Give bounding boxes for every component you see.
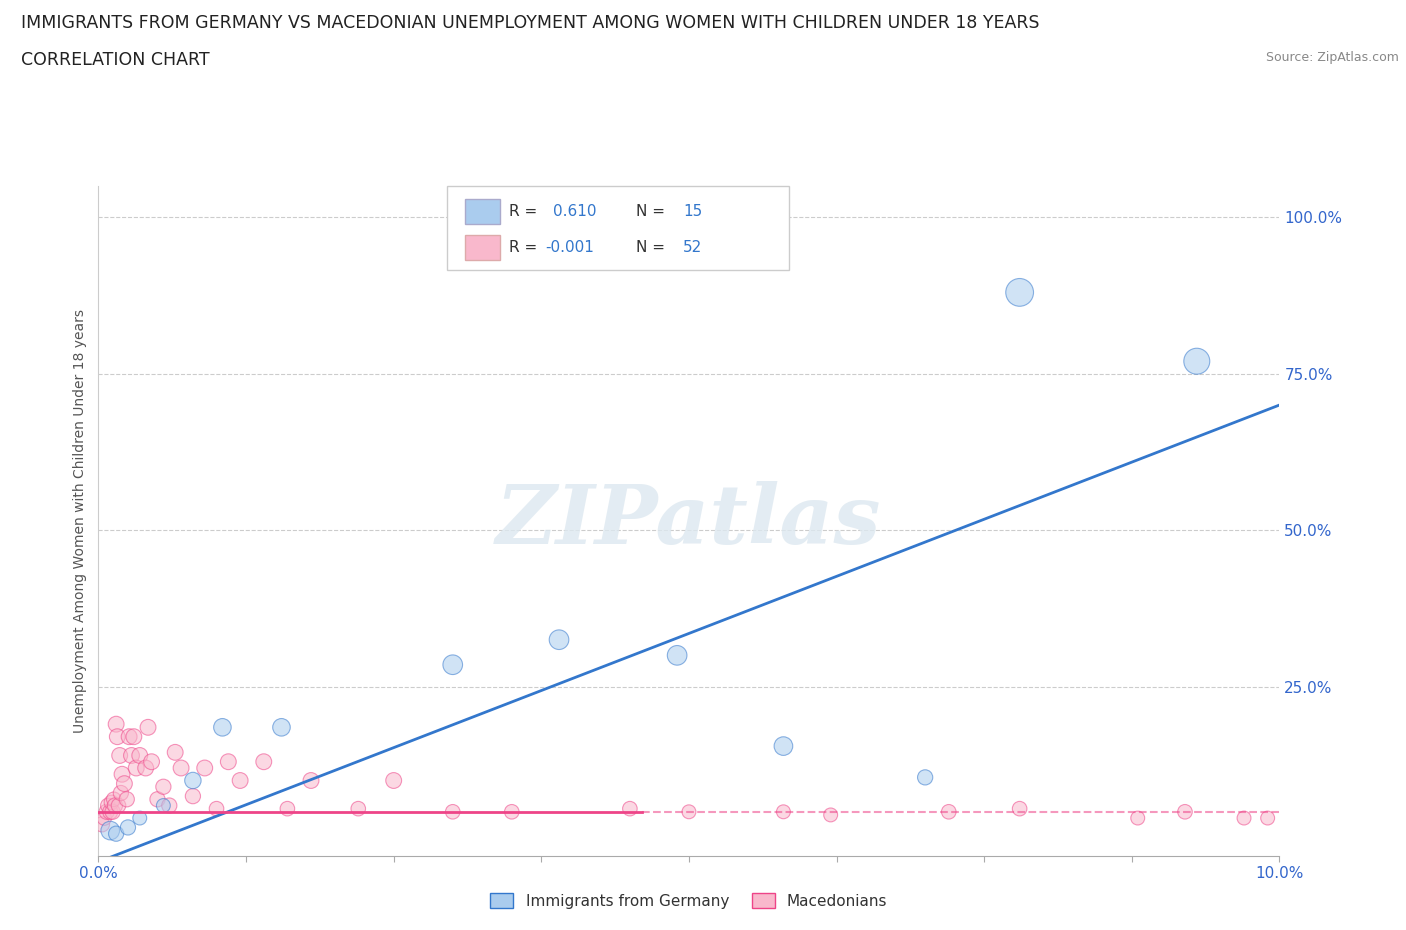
Text: 15: 15 [683,204,702,219]
Point [253,754,276,769]
Point [229,773,252,788]
Point [122,729,145,744]
Point [772,804,794,819]
Text: R =: R = [509,240,543,255]
Point [1008,802,1031,817]
Point [117,820,139,835]
Point [97,798,120,813]
Text: 52: 52 [683,240,702,255]
Point [170,761,193,776]
Point [1185,353,1208,368]
Point [141,754,163,769]
Text: N =: N = [636,240,669,255]
Point [93,811,115,826]
Point [276,802,298,817]
Point [121,748,143,763]
Point [1233,811,1256,826]
Point [441,804,464,819]
Point [347,802,370,817]
Text: 0.610: 0.610 [553,204,596,219]
Text: R =: R = [509,204,543,219]
Point [110,786,132,801]
Point [136,720,159,735]
Point [104,798,127,813]
Point [211,720,233,735]
Text: Source: ZipAtlas.com: Source: ZipAtlas.com [1265,51,1399,64]
Point [100,795,122,810]
Point [112,777,135,791]
Text: -0.001: -0.001 [546,240,593,255]
Text: N =: N = [636,204,669,219]
Point [382,773,405,788]
Point [98,823,121,838]
Point [270,720,292,735]
Point [108,748,131,763]
Point [548,632,571,647]
Point [820,807,842,822]
Point [1126,811,1149,826]
Point [152,798,174,813]
Point [146,791,169,806]
Point [107,798,129,813]
Point [205,802,228,817]
Point [105,717,128,732]
Point [666,648,689,663]
Text: IMMIGRANTS FROM GERMANY VS MACEDONIAN UNEMPLOYMENT AMONG WOMEN WITH CHILDREN UND: IMMIGRANTS FROM GERMANY VS MACEDONIAN UN… [21,14,1039,32]
Bar [464,199,501,224]
Point [181,789,204,804]
Point [135,761,157,776]
Point [115,791,138,806]
Point [152,779,174,794]
Point [105,826,128,841]
Point [914,770,936,785]
Point [98,804,121,819]
Point [772,738,794,753]
Y-axis label: Unemployment Among Women with Children Under 18 years: Unemployment Among Women with Children U… [73,309,87,733]
Point [118,729,141,744]
FancyBboxPatch shape [447,186,789,270]
Point [165,745,187,760]
Point [128,748,150,763]
Bar [464,234,501,260]
Point [157,798,180,813]
Point [1008,285,1031,299]
Point [91,817,114,831]
Text: CORRELATION CHART: CORRELATION CHART [21,51,209,69]
Point [678,804,700,819]
Point [105,729,128,744]
Point [125,761,148,776]
Point [299,773,322,788]
Point [128,811,150,826]
Point [96,804,118,819]
Point [194,761,217,776]
Point [111,767,134,782]
Legend: Immigrants from Germany, Macedonians: Immigrants from Germany, Macedonians [484,886,894,915]
Point [1257,811,1279,826]
Point [1174,804,1197,819]
Point [938,804,960,819]
Point [501,804,523,819]
Point [181,773,204,788]
Text: ZIPatlas: ZIPatlas [496,481,882,561]
Point [101,804,124,819]
Point [103,791,125,806]
Point [619,802,641,817]
Point [441,658,464,672]
Point [217,754,239,769]
